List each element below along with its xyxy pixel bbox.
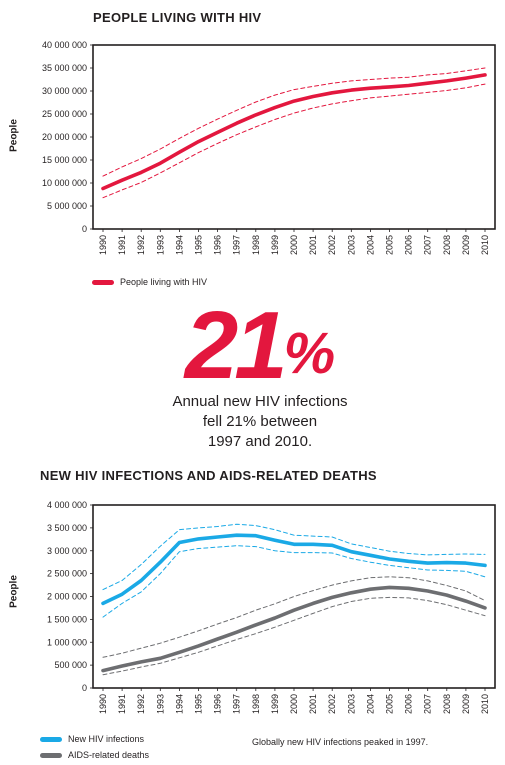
legend-swatch-new-infections — [40, 736, 62, 742]
legend-label-aids-deaths: AIDS-related deaths — [68, 750, 150, 760]
people-living-with-hiv-chart: 0 5 000 000 10 000 000 15 000 000 20 000 000… — [42, 40, 496, 255]
chart2-x-tick-label: 2002 — [327, 694, 337, 714]
chart1-x-tick-label: 2008 — [442, 235, 452, 255]
chart1-x-tick-label: 2009 — [461, 235, 471, 255]
chart2-y-tick-label: 4 000 000 — [47, 500, 87, 510]
chart2-x-tick-label: 2010 — [480, 694, 490, 714]
chart1-y-tick-label: 10 000 000 — [42, 178, 87, 188]
chart2-y-tick-label: 1 500 000 — [47, 614, 87, 624]
chart1-series-bound-2-line — [102, 83, 486, 199]
chart1-series-people-living-with-hiv-line — [101, 73, 487, 191]
chart1-x-tick-label: 2007 — [423, 235, 433, 255]
chart1-y-tick-label: 35 000 000 — [42, 63, 87, 73]
chart2-x-tick-label: 2008 — [442, 694, 452, 714]
highlight-caption: Annual new HIV infections fell 21% betwe… — [150, 392, 370, 452]
chart1-x-tick-label: 1993 — [155, 235, 165, 255]
chart2-y-tick-label: 2 500 000 — [47, 569, 87, 579]
chart1-title: PEOPLE LIVING WITH HIV — [93, 10, 262, 25]
chart2-x-tick-label: 2006 — [404, 694, 414, 714]
legend-label-new-infections: New HIV infections — [68, 734, 145, 744]
chart2-y-tick-label: 0 — [82, 683, 87, 693]
chart1-x-tick-label: 2004 — [365, 235, 375, 255]
chart2-series-bound-1-line — [102, 523, 486, 591]
chart2-footnote: Globally new HIV infections peaked in 19… — [252, 737, 429, 747]
chart1-series-bound-1-line — [102, 67, 486, 177]
chart1-y-tick-label: 30 000 000 — [42, 86, 87, 96]
chart2-x-tick-label: 1991 — [117, 694, 127, 714]
chart2-title: NEW HIV INFECTIONS AND AIDS-RELATED DEAT… — [40, 468, 377, 483]
chart2-series-bound-5-line — [102, 596, 486, 676]
chart1-x-tick-label: 1994 — [174, 235, 184, 255]
chart2-x-tick-label: 1998 — [251, 694, 261, 714]
chart2-x-tick-label: 1999 — [270, 694, 280, 714]
chart2-x-tick-label: 2000 — [289, 694, 299, 714]
chart2-y-tick-label: 1 000 000 — [47, 637, 87, 647]
chart2-series-bound-2-line — [102, 545, 486, 618]
chart1-legend: People living with HIV — [92, 277, 207, 287]
chart1-x-tick-label: 1991 — [117, 235, 127, 255]
highlight-caption-line2: fell 21% between — [202, 413, 318, 430]
chart2-series-bound-4-line — [102, 576, 486, 658]
chart2-x-tick-label: 1994 — [174, 694, 184, 714]
chart1-x-tick-label: 1992 — [136, 235, 146, 255]
chart2-y-tick-label: 3 500 000 — [47, 523, 87, 533]
chart2-y-tick-label: 500 000 — [54, 660, 87, 670]
chart2-x-tick-label: 2004 — [365, 694, 375, 714]
chart2-x-tick-label: 2005 — [385, 694, 395, 714]
chart1-x-tick-label: 1998 — [251, 235, 261, 255]
chart2-x-tick-label: 1993 — [155, 694, 165, 714]
chart2-y-tick-label: 3 000 000 — [47, 546, 87, 556]
chart1-x-tick-label: 2002 — [327, 235, 337, 255]
chart2-x-tick-label: 1990 — [98, 694, 108, 714]
chart2-x-tick-label: 2009 — [461, 694, 471, 714]
chart1-y-tick-label: 20 000 000 — [42, 132, 87, 142]
chart1-x-tick-label: 1999 — [270, 235, 280, 255]
chart2-legend-new-infections: New HIV infections — [40, 734, 144, 744]
chart2-x-tick-label: 2003 — [346, 694, 356, 714]
chart2-series-new-hiv-infections-line — [101, 533, 487, 606]
chart1-x-tick-label: 2001 — [308, 235, 318, 255]
highlight-caption-line1: Annual new HIV infections — [172, 393, 348, 410]
legend-swatch-aids-deaths — [40, 752, 62, 758]
highlight-statistic: 21% — [0, 296, 505, 396]
chart2-x-tick-label: 2007 — [423, 694, 433, 714]
chart1-y-tick-label: 0 — [82, 224, 87, 234]
chart2-x-tick-label: 2001 — [308, 694, 318, 714]
legend-swatch-people-living — [92, 279, 114, 285]
highlight-number: 21 — [184, 292, 288, 399]
chart2-x-tick-label: 1992 — [136, 694, 146, 714]
chart1-x-tick-label: 2010 — [480, 235, 490, 255]
chart2-x-tick-label: 1997 — [232, 694, 242, 714]
chart1-y-tick-label: 40 000 000 — [42, 40, 87, 50]
chart1-x-tick-label: 2000 — [289, 235, 299, 255]
chart1-x-tick-label: 1997 — [232, 235, 242, 255]
chart2-y-tick-label: 2 000 000 — [47, 592, 87, 602]
chart1-x-tick-label: 2005 — [385, 235, 395, 255]
chart1-y-tick-label: 5 000 000 — [47, 201, 87, 211]
chart1-x-tick-label: 1996 — [213, 235, 223, 255]
chart1-x-tick-label: 2006 — [404, 235, 414, 255]
chart1-x-tick-label: 1995 — [194, 235, 204, 255]
chart2-legend-aids-deaths: AIDS-related deaths — [40, 750, 149, 760]
chart1-y-tick-label: 25 000 000 — [42, 109, 87, 119]
chart2-series-aids-related-deaths-line — [101, 585, 487, 673]
chart2-x-tick-label: 1995 — [194, 694, 204, 714]
chart2-x-tick-label: 1996 — [213, 694, 223, 714]
chart1-x-tick-label: 2003 — [346, 235, 356, 255]
chart1-y-tick-label: 15 000 000 — [42, 155, 87, 165]
legend-label-people-living: People living with HIV — [120, 277, 208, 287]
highlight-caption-line3: 1997 and 2010. — [207, 433, 313, 450]
chart1-x-tick-label: 1990 — [98, 235, 108, 255]
highlight-percent-sign: % — [283, 321, 336, 386]
